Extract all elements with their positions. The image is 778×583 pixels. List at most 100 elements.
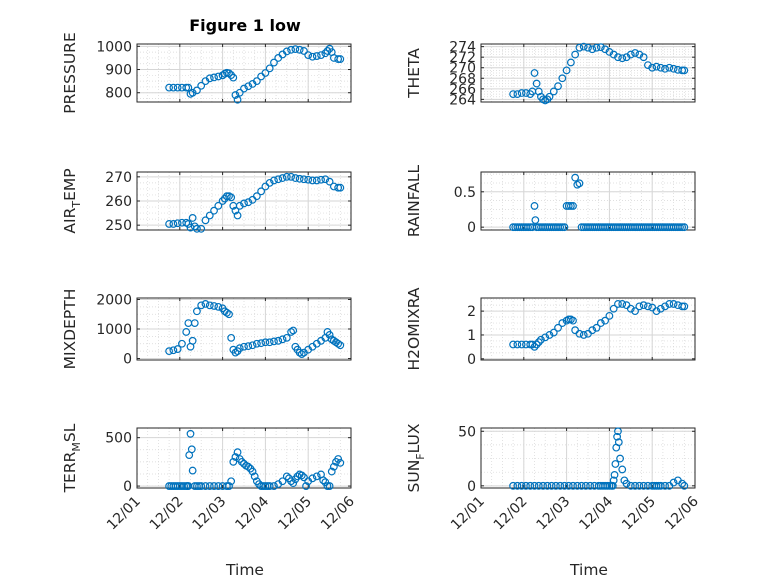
- data-point: [569, 316, 577, 325]
- data-point: [278, 174, 287, 182]
- data-point: [562, 66, 571, 75]
- data-point: [581, 481, 590, 490]
- data-point: [336, 458, 345, 467]
- data-point: [528, 340, 537, 349]
- data-point: [165, 220, 174, 228]
- x-axis-label-left: Time: [225, 561, 264, 579]
- data-point: [556, 223, 565, 232]
- data-point: [543, 481, 552, 490]
- data-point: [182, 328, 191, 336]
- data-point: [554, 82, 562, 91]
- data-point: [278, 477, 287, 486]
- data-point: [579, 331, 588, 339]
- y-tick-label: 268: [449, 71, 476, 87]
- data-point: [321, 478, 330, 487]
- data-point: [184, 319, 193, 327]
- data-point: [639, 53, 648, 62]
- data-point: [274, 336, 283, 345]
- subplot-h2omixra: 0 1 2 H2OMIXRA: [405, 287, 696, 371]
- data-point: [639, 301, 648, 310]
- data-point: [233, 448, 242, 457]
- data-point: [300, 175, 308, 184]
- data-point: [661, 481, 669, 490]
- data-point: [584, 43, 592, 52]
- data-point: [334, 55, 343, 63]
- data-point: [575, 329, 584, 338]
- data-point: [231, 348, 240, 357]
- axes-box: [136, 43, 352, 103]
- data-point: [297, 471, 306, 480]
- y-tick-label: 0: [467, 220, 476, 236]
- data-point: [665, 63, 674, 72]
- data-point: [676, 223, 684, 232]
- data-point: [513, 340, 522, 349]
- data-point: [173, 83, 182, 92]
- data-point: [560, 481, 569, 490]
- data-point: [282, 333, 291, 342]
- y-tick-label: 1: [467, 328, 476, 344]
- data-point: [261, 69, 270, 77]
- data-point: [509, 340, 517, 349]
- data-point: [244, 462, 253, 471]
- data-point: [569, 202, 577, 210]
- data-point: [571, 50, 580, 59]
- x-tick-label: 12/01: [104, 494, 144, 534]
- data-point: [261, 338, 270, 347]
- data-point: [614, 53, 622, 62]
- x-tick-label: 12/02: [147, 494, 187, 534]
- data-point: [291, 174, 300, 182]
- data-point: [270, 58, 278, 67]
- data-point: [282, 47, 291, 56]
- data-point: [579, 42, 588, 51]
- data-point: [680, 223, 689, 232]
- data-point: [214, 201, 223, 210]
- subplot-mixdepth: 0 1000 2000 MIXDEPTH: [61, 289, 352, 370]
- data-point: [197, 224, 206, 233]
- data-point: [601, 316, 610, 325]
- subplot-sun-flux: 0 50 12/01 12/02 12/03 12/04 12/05 12/06 SUNFLUX: [405, 423, 702, 533]
- data-point: [678, 223, 687, 232]
- data-point: [193, 482, 201, 490]
- data-point: [669, 300, 678, 308]
- data-point: [274, 175, 283, 184]
- data-point: [233, 211, 242, 220]
- data-point: [588, 326, 597, 335]
- data-point: [626, 304, 635, 313]
- data-point: [295, 45, 304, 54]
- data-point: [169, 83, 178, 92]
- data-point: [613, 432, 622, 441]
- data-point: [605, 311, 614, 320]
- data-point: [656, 481, 665, 490]
- data-point: [240, 199, 248, 208]
- data-point: [197, 301, 206, 310]
- data-point: [329, 54, 338, 62]
- data-point: [573, 481, 582, 490]
- data-point: [240, 84, 248, 93]
- data-point: [244, 198, 253, 207]
- data-point: [635, 481, 644, 490]
- x-axis-label-right: Time: [569, 561, 608, 579]
- data-point: [678, 66, 687, 75]
- axes-box: [480, 171, 696, 231]
- data-point: [575, 43, 584, 52]
- y-axis-label: AIRTEMP: [61, 168, 83, 233]
- data-point: [265, 178, 274, 187]
- y-axis-label: MIXDEPTH: [61, 289, 79, 370]
- y-tick-label: 500: [105, 431, 132, 447]
- data-point: [526, 481, 535, 490]
- data-point: [252, 339, 261, 348]
- data-point: [569, 481, 577, 490]
- y-tick-label: 260: [105, 194, 132, 210]
- data-point: [201, 482, 210, 490]
- data-point: [270, 176, 278, 185]
- x-tick-label: 12/05: [275, 494, 315, 534]
- data-point: [297, 350, 306, 358]
- data-point: [571, 326, 580, 335]
- data-point: [210, 482, 218, 490]
- data-point: [626, 481, 635, 490]
- data-point: [300, 473, 308, 482]
- data-point: [312, 52, 321, 60]
- data-point: [614, 438, 623, 447]
- data-point: [549, 87, 558, 96]
- data-point: [193, 224, 201, 233]
